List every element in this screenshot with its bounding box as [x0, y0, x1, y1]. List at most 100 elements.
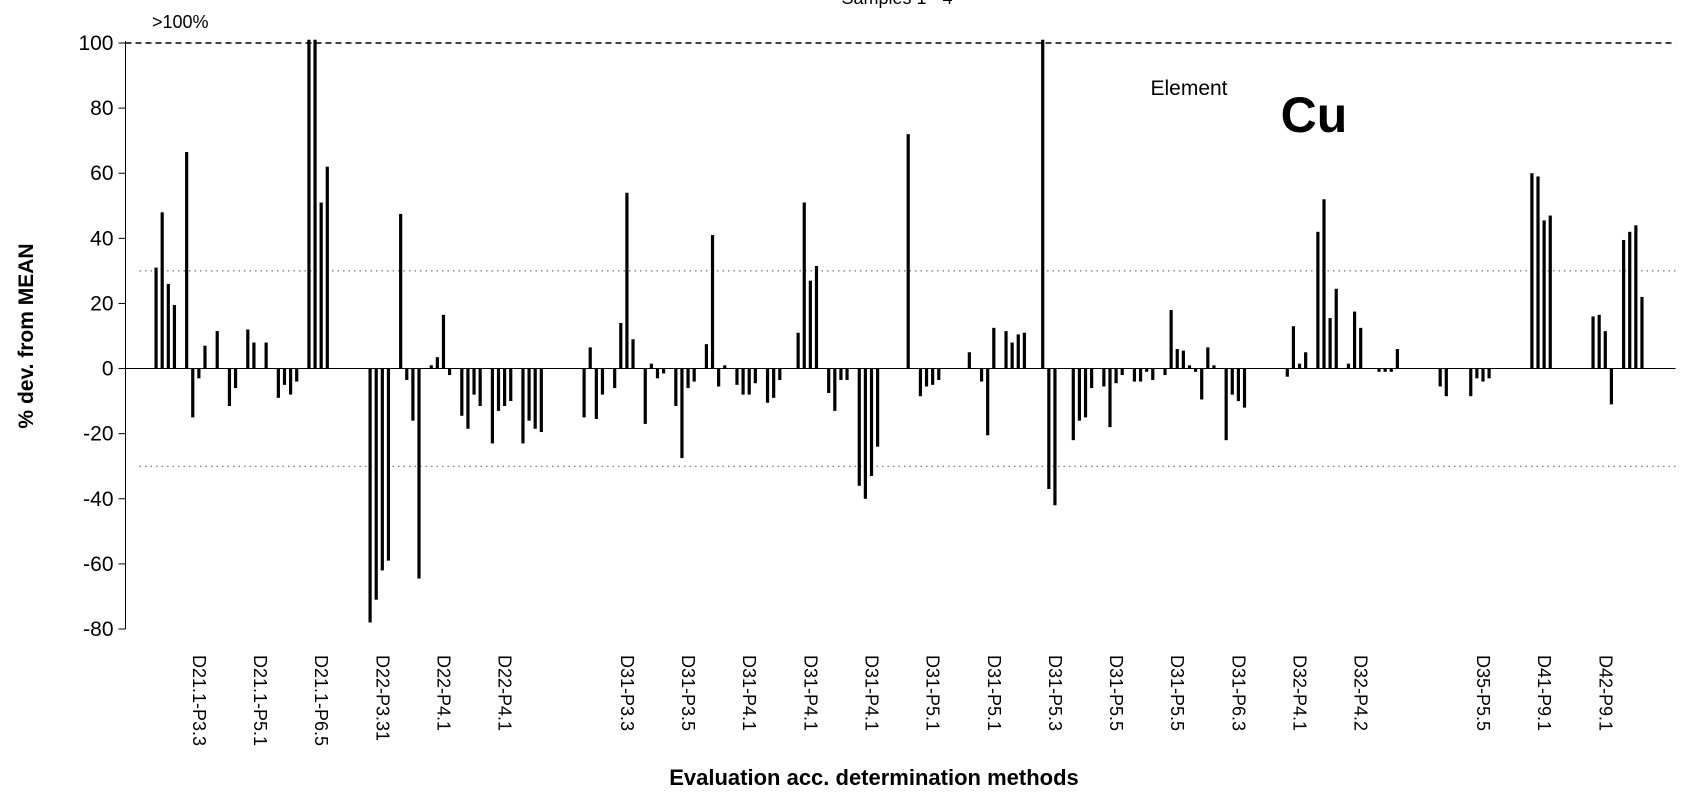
bar — [1047, 368, 1051, 490]
bar — [796, 332, 800, 369]
bar — [1383, 368, 1387, 372]
y-tick-label: -60 — [83, 553, 113, 576]
bar — [478, 368, 482, 406]
bar — [496, 368, 501, 411]
bar — [778, 368, 782, 380]
bar — [680, 368, 684, 459]
y-tick-label: -20 — [83, 423, 113, 446]
bar — [172, 305, 177, 369]
bar — [1487, 368, 1491, 379]
bar — [741, 368, 745, 395]
bar — [1475, 368, 1479, 379]
bar — [1120, 368, 1124, 376]
bar — [1187, 365, 1192, 369]
bar — [631, 339, 635, 369]
bar — [1071, 368, 1075, 441]
bar — [1053, 368, 1057, 506]
bar — [1634, 225, 1638, 369]
bar — [1438, 368, 1442, 387]
x-tick-label: D31-P4.1 — [739, 655, 759, 731]
bar — [203, 345, 207, 369]
bar — [1022, 332, 1026, 369]
y-tick-label: 40 — [90, 227, 113, 250]
bar — [662, 368, 666, 374]
bar — [582, 368, 586, 418]
x-tick-label: D32-P4.2 — [1351, 655, 1371, 731]
bar — [704, 344, 709, 369]
y-tick-label: 20 — [90, 292, 113, 315]
bar — [772, 368, 776, 398]
bar — [386, 368, 391, 561]
bar — [246, 329, 250, 369]
x-tick-label: D22-P4.1 — [495, 655, 515, 731]
bar — [1530, 173, 1534, 369]
bar — [1285, 368, 1289, 377]
annotation: Element — [1150, 77, 1227, 100]
bar — [643, 368, 647, 424]
bar — [411, 368, 415, 421]
bar — [1200, 368, 1204, 400]
x-axis-label: Evaluation acc. determination methods — [669, 765, 1079, 790]
bar — [814, 266, 819, 369]
bar — [1536, 176, 1540, 369]
bar — [1102, 368, 1106, 387]
bar — [460, 368, 464, 416]
bar — [252, 342, 256, 369]
x-tick-label: D21.1-P5.1 — [250, 655, 270, 746]
bar — [649, 363, 653, 369]
x-tick-label: D31-P5.1 — [984, 655, 1004, 731]
x-tick-label: D31-P5.5 — [1167, 655, 1187, 731]
bar — [876, 368, 880, 447]
x-tick-label: D22-P4.1 — [433, 655, 453, 731]
bar — [1352, 311, 1357, 369]
bar — [1114, 368, 1118, 384]
bar — [527, 368, 531, 421]
bar — [735, 368, 739, 385]
bar — [197, 368, 201, 379]
y-tick-label: -40 — [83, 488, 113, 511]
x-tick-label: D31-P5.3 — [1045, 655, 1065, 731]
bar — [539, 368, 543, 433]
bar — [1132, 368, 1137, 382]
bar — [1603, 331, 1607, 369]
bar — [588, 347, 592, 369]
bar — [1628, 231, 1632, 369]
bar — [1145, 368, 1149, 372]
bar — [1291, 326, 1296, 369]
bar — [674, 368, 678, 406]
y-tick-label: 60 — [90, 162, 113, 185]
bar — [227, 368, 232, 406]
bar — [490, 368, 494, 444]
x-tick-label: D32-P4.1 — [1290, 655, 1310, 731]
x-tick-label: D31-P5.1 — [923, 655, 943, 731]
bar — [1108, 368, 1112, 428]
bar — [215, 331, 219, 369]
bar — [276, 368, 280, 398]
bar — [1328, 318, 1332, 369]
bar — [1609, 368, 1613, 405]
bar — [417, 368, 421, 579]
bar — [1151, 368, 1155, 380]
bar — [1346, 363, 1351, 369]
bar — [802, 202, 806, 369]
bar — [1377, 368, 1381, 372]
bar — [937, 368, 941, 380]
bar — [1334, 288, 1338, 369]
bar — [1041, 39, 1045, 369]
x-tick-label: D31-P4.1 — [800, 655, 820, 731]
bar — [380, 368, 384, 571]
bar — [1175, 349, 1179, 369]
bar — [1389, 368, 1393, 372]
bar — [374, 368, 378, 600]
bar — [472, 368, 476, 395]
bar — [594, 368, 598, 420]
bar — [1138, 368, 1143, 382]
bar — [1622, 239, 1626, 369]
bar — [399, 213, 403, 369]
bar — [833, 368, 837, 411]
bar — [288, 368, 293, 395]
bar — [1542, 220, 1546, 369]
bar — [264, 342, 268, 369]
